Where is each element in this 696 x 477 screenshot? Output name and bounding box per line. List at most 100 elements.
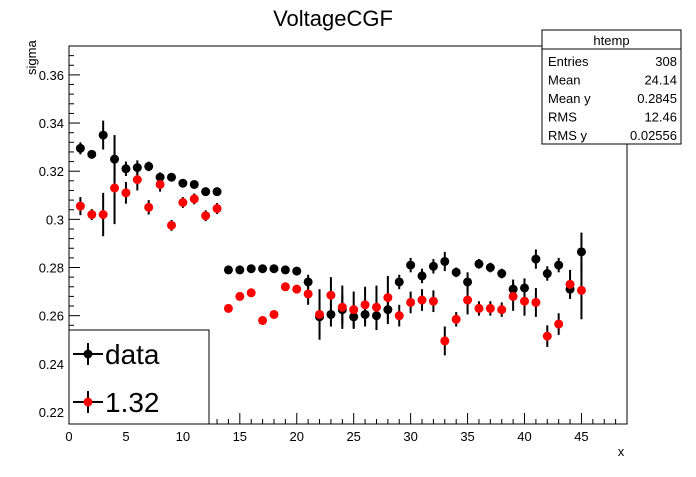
red-point bbox=[485, 303, 495, 313]
red-point bbox=[303, 289, 313, 299]
chart-title: VoltageCGF bbox=[273, 6, 393, 31]
stats-title: htemp bbox=[593, 33, 629, 48]
red-point bbox=[417, 295, 427, 305]
red-point bbox=[508, 291, 518, 301]
red-point bbox=[87, 210, 97, 220]
data-point bbox=[235, 265, 245, 275]
x-tick-label: 45 bbox=[574, 429, 588, 444]
red-point bbox=[531, 297, 541, 307]
data-point bbox=[417, 271, 427, 281]
data-point bbox=[166, 172, 176, 182]
stats-box: htemp Entries 308 Mean 24.14 Mean y 0.2845 RMS 1… bbox=[541, 29, 682, 145]
data-point bbox=[508, 284, 518, 294]
x-tick-label: 20 bbox=[290, 429, 304, 444]
red-point bbox=[269, 309, 279, 319]
red-point bbox=[371, 302, 381, 312]
stats-label: Entries bbox=[548, 54, 589, 69]
plot-frame bbox=[68, 45, 628, 425]
red-point bbox=[178, 197, 188, 207]
y-tick-label: 0.22 bbox=[39, 405, 64, 420]
data-point bbox=[406, 260, 416, 270]
red-point bbox=[542, 331, 552, 341]
data-point bbox=[428, 261, 438, 271]
legend-marker bbox=[83, 397, 93, 407]
x-tick-label: 0 bbox=[65, 429, 72, 444]
red-point bbox=[292, 284, 302, 294]
legend-marker bbox=[83, 349, 93, 359]
red-point bbox=[554, 319, 564, 329]
x-tick-label: 10 bbox=[176, 429, 190, 444]
stats-value: 0.02556 bbox=[630, 128, 677, 143]
red-point bbox=[451, 314, 461, 324]
red-point bbox=[212, 204, 222, 214]
data-point bbox=[326, 309, 336, 319]
red-point bbox=[246, 288, 256, 298]
data-point bbox=[394, 277, 404, 287]
data-point bbox=[212, 187, 222, 197]
data-point bbox=[383, 305, 393, 315]
legend-frame bbox=[68, 329, 210, 425]
red-point bbox=[223, 303, 233, 313]
data-point bbox=[87, 149, 97, 159]
data-point bbox=[542, 269, 552, 279]
red-point bbox=[406, 297, 416, 307]
x-tick-label: 30 bbox=[403, 429, 417, 444]
red-point bbox=[155, 179, 165, 189]
stats-label: RMS bbox=[548, 110, 577, 125]
red-point bbox=[121, 188, 131, 198]
data-point bbox=[269, 264, 279, 274]
data-point bbox=[246, 264, 256, 274]
red-point bbox=[110, 183, 120, 193]
data-point bbox=[360, 309, 370, 319]
legend: data 1.32 bbox=[68, 329, 210, 425]
red-point bbox=[394, 311, 404, 321]
legend-label: 1.32 bbox=[105, 387, 160, 418]
data-point bbox=[451, 267, 461, 277]
data-point bbox=[531, 254, 541, 264]
y-tick-label: 0.26 bbox=[39, 309, 64, 324]
red-point bbox=[201, 211, 211, 221]
y-tick-label: 0.28 bbox=[39, 261, 64, 276]
red-point bbox=[166, 220, 176, 230]
red-point bbox=[132, 175, 142, 185]
data-point bbox=[485, 263, 495, 273]
red-point bbox=[576, 285, 586, 295]
red-point bbox=[428, 296, 438, 306]
data-point bbox=[110, 154, 120, 164]
y-tick-label: 0.36 bbox=[39, 68, 64, 83]
data-point bbox=[303, 277, 313, 287]
data-point bbox=[349, 312, 359, 322]
red-point bbox=[280, 282, 290, 292]
legend-label: data bbox=[105, 339, 160, 370]
red-point bbox=[75, 201, 85, 211]
red-point bbox=[326, 290, 336, 300]
data-point bbox=[121, 164, 131, 174]
red-point bbox=[360, 300, 370, 310]
red-point bbox=[258, 315, 268, 325]
data-point bbox=[576, 247, 586, 257]
red-point bbox=[565, 279, 575, 289]
y-tick-label: 0.3 bbox=[46, 212, 64, 227]
y-axis-label: sigma bbox=[24, 40, 39, 75]
stats-label: Mean y bbox=[548, 91, 591, 106]
red-point bbox=[337, 302, 347, 312]
red-point bbox=[463, 295, 473, 305]
data-point bbox=[280, 265, 290, 275]
x-tick-label: 25 bbox=[346, 429, 360, 444]
data-point bbox=[98, 130, 108, 140]
stats-value: 12.46 bbox=[644, 110, 677, 125]
red-point bbox=[315, 309, 325, 319]
red-point bbox=[235, 291, 245, 301]
data-marks bbox=[75, 120, 586, 356]
red-point bbox=[497, 305, 507, 315]
axes: 0 5 10 15 20 25 30 35 40 45 0.22 0.24 0.26 0.28 0.3 0.3… bbox=[39, 45, 628, 444]
data-point bbox=[258, 264, 268, 274]
y-tick-label: 0.32 bbox=[39, 164, 64, 179]
data-point bbox=[497, 269, 507, 279]
x-tick-label: 5 bbox=[122, 429, 129, 444]
data-point bbox=[440, 256, 450, 266]
data-point bbox=[371, 311, 381, 321]
data-point bbox=[223, 265, 233, 275]
red-point bbox=[474, 303, 484, 313]
